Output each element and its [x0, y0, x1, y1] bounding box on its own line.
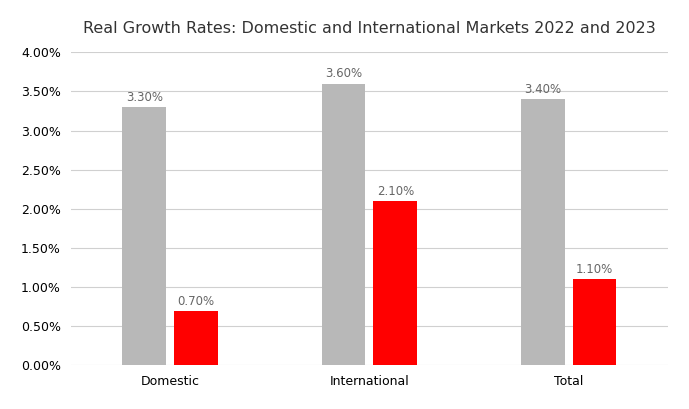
Bar	[123, 107, 166, 366]
Bar	[573, 279, 617, 366]
Bar	[373, 201, 417, 366]
Bar	[521, 99, 564, 366]
Text: 0.70%: 0.70%	[178, 294, 214, 308]
Text: 1.10%: 1.10%	[576, 263, 613, 276]
Text: 3.30%: 3.30%	[126, 91, 163, 104]
Bar	[322, 83, 365, 366]
Bar	[174, 311, 218, 366]
Text: 3.40%: 3.40%	[524, 83, 562, 96]
Title: Real Growth Rates: Domestic and International Markets 2022 and 2023: Real Growth Rates: Domestic and Internat…	[83, 21, 656, 36]
Text: 2.10%: 2.10%	[377, 185, 414, 198]
Text: 3.60%: 3.60%	[325, 67, 362, 81]
